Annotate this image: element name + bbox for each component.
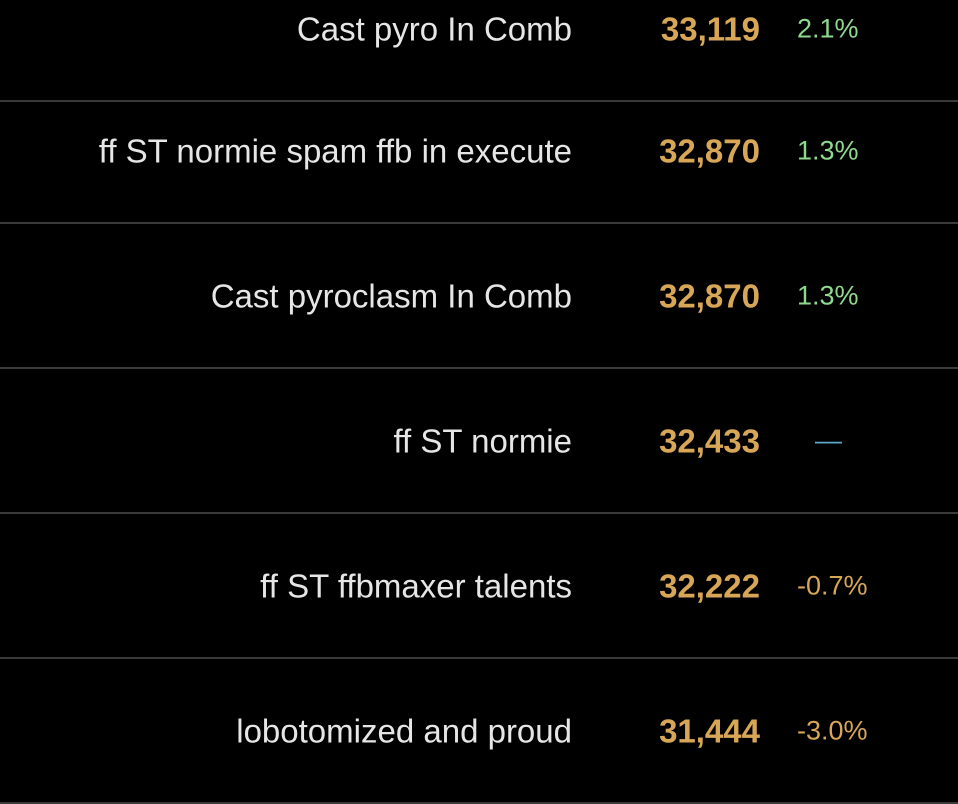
profile-name: ff ST normie (393, 422, 572, 460)
dps-delta: -3.0% (797, 715, 868, 746)
result-row-baseline[interactable]: ff ST normie 32,433 — (0, 370, 958, 514)
result-row[interactable]: ff ST normie spam ffb in execute 32,870 … (0, 80, 958, 224)
dps-value: 33,119 (660, 10, 760, 48)
dps-delta: 2.1% (797, 13, 859, 44)
result-row[interactable]: lobotomized and proud 31,444 -3.0% (0, 660, 958, 804)
result-row[interactable]: Cast pyroclasm In Comb 32,870 1.3% (0, 225, 958, 369)
profile-name: lobotomized and proud (236, 712, 572, 750)
dps-delta: 1.3% (797, 280, 859, 311)
dps-value: 32,870 (659, 132, 760, 170)
dps-value: 31,444 (659, 712, 760, 750)
dps-delta: 1.3% (797, 135, 859, 166)
baseline-dash: — (815, 425, 842, 456)
dps-value: 32,433 (659, 422, 760, 460)
dps-value: 32,222 (659, 567, 760, 605)
profile-name: Cast pyroclasm In Comb (210, 277, 572, 315)
profile-name: ff ST normie spam ffb in execute (98, 132, 572, 170)
result-row[interactable]: ff ST ffbmaxer talents 32,222 -0.7% (0, 515, 958, 659)
result-row[interactable]: Cast pyro In Comb 33,119 2.1% (0, 0, 958, 102)
profile-name: ff ST ffbmaxer talents (260, 567, 572, 605)
dps-delta: -0.7% (797, 570, 868, 601)
profile-name: Cast pyro In Comb (296, 10, 572, 48)
dps-value: 32,870 (659, 277, 760, 315)
